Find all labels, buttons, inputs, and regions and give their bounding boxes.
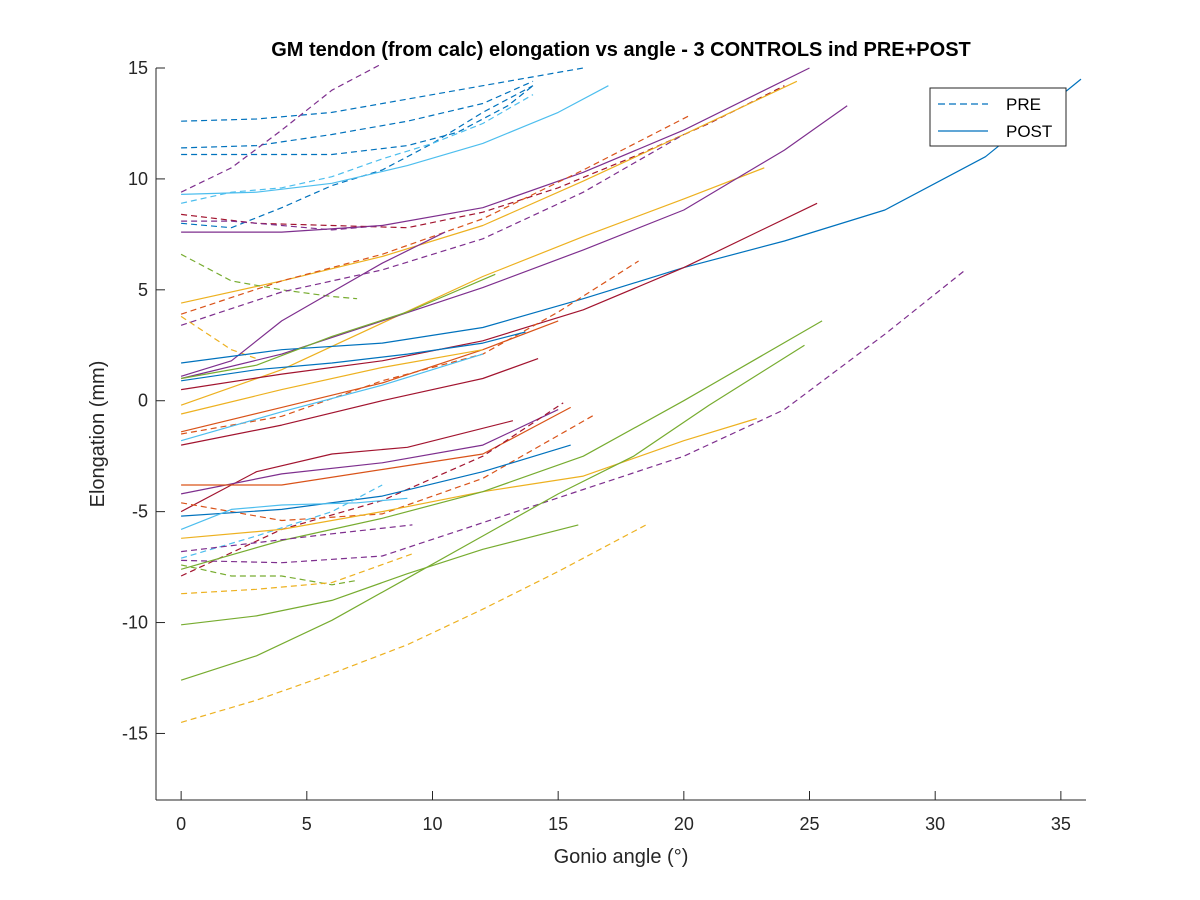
x-tick-label: 20 (674, 814, 694, 834)
post-series-line-4 (181, 85, 609, 195)
post-series-line-16 (180, 167, 765, 406)
pre-series-line-36 (181, 269, 966, 564)
post-series-line-28 (180, 409, 559, 495)
pre-series-line-21 (180, 260, 639, 435)
y-tick-label: 10 (128, 169, 148, 189)
series-group (180, 63, 1082, 723)
post-series-line-41 (181, 524, 579, 626)
post-series-line-29 (181, 406, 571, 486)
post-series-line-24 (180, 320, 559, 433)
post-series-line-18 (181, 78, 1082, 364)
post-series-line-7 (181, 67, 810, 233)
y-tick-label: 5 (138, 280, 148, 300)
x-tick-label: 15 (548, 814, 568, 834)
post-series-line-26 (180, 349, 483, 415)
chart-title: GM tendon (from calc) elongation vs angl… (271, 39, 971, 61)
x-tick-label: 10 (422, 814, 442, 834)
y-tick-label: -15 (122, 723, 148, 743)
y-tick-label: -10 (122, 613, 148, 633)
legend-label-pre: PRE (1006, 95, 1041, 114)
x-axis-label: Gonio angle (°) (554, 846, 689, 868)
pre-series-line-13 (180, 315, 257, 360)
pre-series-line-0 (181, 67, 584, 122)
plot-area: 0 5 10 15 20 25 30 35 -15 -10 -5 0 5 10 15 (122, 58, 1086, 834)
pre-series-line-1 (181, 80, 534, 149)
post-series-line-14 (180, 231, 446, 377)
x-tick-label: 30 (925, 814, 945, 834)
y-tick-label: -5 (132, 502, 148, 522)
post-series-line-33 (180, 497, 408, 530)
y-ticks: -15 -10 -5 0 5 10 15 (122, 58, 165, 743)
pre-series-line-31 (180, 413, 597, 522)
post-series-line-32 (181, 444, 571, 517)
pre-series-line-9 (181, 220, 383, 231)
post-series-line-23 (180, 353, 483, 442)
post-series-line-25 (181, 331, 526, 382)
pre-series-line-15 (180, 133, 685, 326)
pre-series-line-40 (181, 553, 413, 595)
pre-series-line-39 (181, 524, 413, 553)
post-series-line-19 (181, 202, 818, 391)
axes-background (156, 68, 1086, 800)
post-series-line-42 (180, 344, 805, 681)
pre-series-line-6 (180, 63, 383, 193)
post-series-line-20 (180, 273, 496, 380)
y-axis-label: Elongation (mm) (87, 361, 109, 508)
pre-series-line-38 (180, 564, 358, 586)
pre-series-line-11 (180, 114, 692, 315)
pre-series-line-8 (181, 85, 785, 229)
y-tick-label: 0 (138, 391, 148, 411)
post-series-line-22 (180, 358, 539, 446)
pre-series-line-2 (181, 85, 534, 156)
x-tick-label: 35 (1051, 814, 1071, 834)
post-series-line-37 (180, 320, 823, 570)
x-tick-label: 25 (799, 814, 819, 834)
x-ticks: 0 5 10 15 20 25 30 35 (176, 791, 1071, 834)
pre-series-line-5 (180, 94, 534, 204)
y-tick-label: 15 (128, 58, 148, 78)
x-tick-label: 0 (176, 814, 186, 834)
x-tick-label: 5 (302, 814, 312, 834)
legend-box (929, 87, 1067, 147)
legend: PRE POST (929, 87, 1067, 147)
legend-label-post: POST (1006, 122, 1052, 141)
